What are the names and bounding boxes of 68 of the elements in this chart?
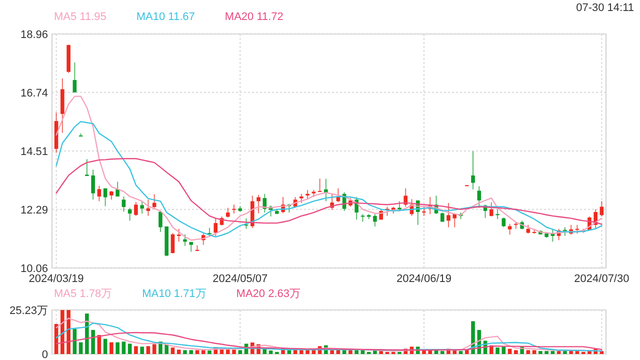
bar [189, 350, 194, 354]
bar [342, 350, 346, 354]
bar [220, 350, 224, 354]
bar [360, 350, 365, 354]
y-tick-label: 16.74 [20, 87, 48, 100]
line-series [56, 120, 602, 238]
y-tick-label: 0 [42, 349, 48, 360]
bar [134, 346, 138, 354]
bar [85, 314, 89, 354]
y-tick-label: 14.51 [20, 146, 48, 158]
bar [170, 348, 175, 354]
bar [78, 342, 83, 354]
x-tick-label: 2024/06/19 [396, 273, 452, 285]
bar [176, 350, 181, 354]
bar [348, 350, 352, 354]
bar [496, 348, 500, 354]
x-tick-label: 2024/05/07 [212, 273, 268, 285]
x-tick-label: 2024/07/30 [574, 273, 630, 285]
text: MA5 11.95 [54, 11, 106, 23]
text: MA20 2.63万 [236, 288, 300, 300]
y-tick-label: 10.06 [20, 263, 48, 275]
bar [514, 350, 518, 354]
bar [569, 351, 573, 354]
bar [195, 350, 200, 354]
line-series [56, 96, 602, 241]
bar [146, 346, 150, 354]
bar [532, 350, 536, 354]
bar [164, 344, 168, 354]
line-series [56, 332, 602, 351]
bar [538, 351, 542, 354]
bar [60, 310, 64, 354]
bar [550, 351, 555, 354]
bar [208, 350, 212, 354]
bar [287, 350, 292, 354]
bar [563, 351, 567, 354]
bar [103, 338, 108, 354]
bar [201, 350, 206, 354]
bar [575, 351, 580, 354]
y-tick-label: 25.23万 [9, 305, 48, 317]
bar [268, 350, 273, 354]
bar [122, 342, 126, 354]
bar [140, 346, 144, 354]
bar [226, 350, 230, 354]
x-tick-label: 2024/03/19 [28, 273, 84, 285]
text: MA5 1.78万 [54, 288, 112, 300]
y-tick-label: 12.29 [20, 204, 48, 216]
bar [232, 350, 236, 354]
text: MA10 11.67 [136, 11, 195, 23]
bar [440, 351, 444, 354]
bar [110, 342, 114, 354]
bar [354, 350, 358, 354]
bar [526, 350, 530, 354]
text: MA20 11.72 [224, 11, 284, 23]
bar [116, 342, 120, 354]
text: 07-30 14:11 [576, 2, 634, 14]
bar [458, 351, 463, 354]
text: MA10 1.71万 [142, 288, 206, 300]
bar [544, 351, 548, 354]
bar [300, 350, 304, 354]
bar [128, 344, 132, 354]
bar [183, 350, 187, 354]
bar [152, 344, 156, 354]
y-tick-label: 18.96 [20, 29, 48, 41]
bar [91, 330, 95, 354]
bar [379, 351, 383, 354]
bar [556, 351, 561, 354]
bar [330, 350, 334, 354]
bar [238, 350, 242, 354]
